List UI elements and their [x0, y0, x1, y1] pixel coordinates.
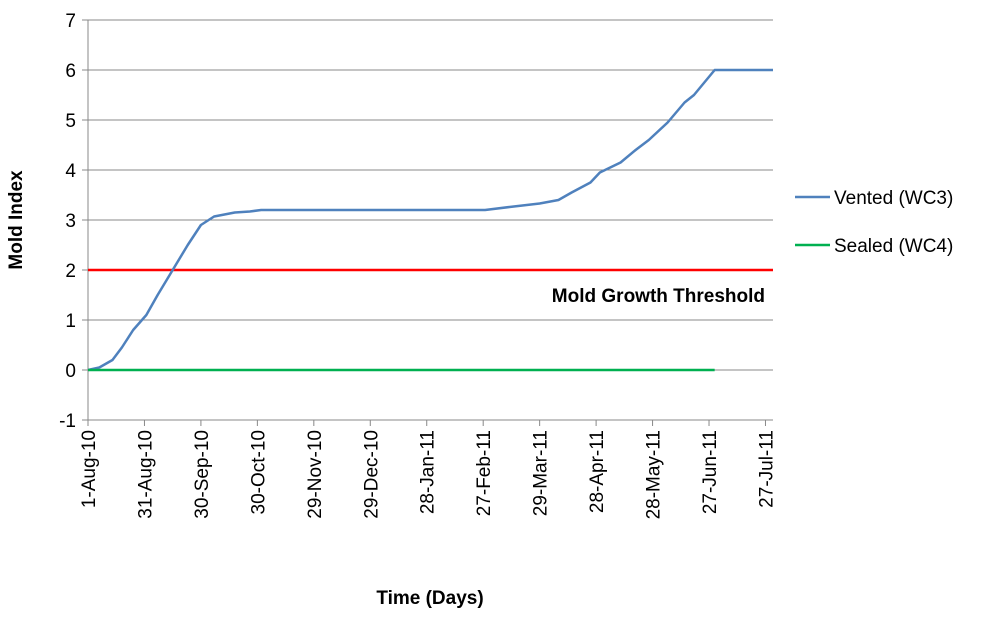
x-tick-label: 27-Jul-11 [756, 430, 777, 508]
y-tick-label: 1 [65, 311, 76, 332]
x-tick-label: 29-Mar-11 [531, 430, 552, 516]
y-tick-label: 4 [65, 161, 76, 182]
x-tick-label: 27-Feb-11 [474, 430, 495, 516]
y-axis-label: Mold Index [6, 170, 27, 270]
y-tick-label: 5 [65, 111, 76, 132]
x-tick-label: 28-Apr-11 [587, 430, 608, 513]
y-tick-label: 3 [65, 211, 76, 232]
y-tick-label: 0 [65, 361, 76, 382]
x-tick-label: 30-Oct-10 [248, 430, 269, 514]
series-line [87, 68, 773, 372]
y-tick-label: 7 [65, 11, 76, 32]
x-tick-label: 30-Sep-10 [192, 430, 213, 519]
x-tick-label: 28-May-11 [644, 430, 665, 519]
legend-label: Vented (WC3) [834, 188, 953, 209]
x-tick-label: 27-Jun-11 [700, 430, 721, 514]
y-tick-label: 2 [65, 261, 76, 282]
x-tick-label: 1-Aug-10 [79, 430, 100, 508]
x-tick-label: 29-Dec-10 [361, 430, 382, 519]
threshold-label: Mold Growth Threshold [552, 286, 765, 307]
x-tick-label: 28-Jan-11 [418, 430, 439, 514]
x-tick-label: 29-Nov-10 [305, 430, 326, 519]
legend-label: Sealed (WC4) [834, 236, 953, 257]
x-axis-label: Time (Days) [376, 588, 483, 609]
y-tick-label: 6 [65, 61, 76, 82]
y-tick-label: -1 [59, 411, 76, 432]
x-tick-label: 31-Aug-10 [135, 430, 156, 519]
